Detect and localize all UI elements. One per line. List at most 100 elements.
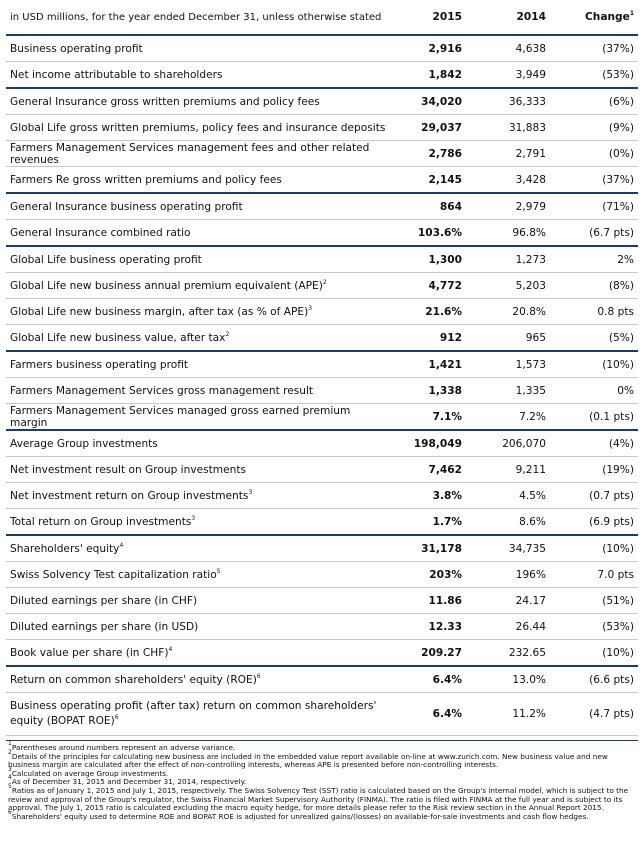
value-change: 7.0 pts [550, 561, 638, 588]
header-row: in USD millions, for the year ended Dece… [6, 0, 638, 36]
value-2014: 13.0% [466, 665, 550, 693]
value-2015: 34,020 [392, 87, 466, 115]
table-row: General Insurance combined ratio 103.6% 96… [6, 219, 638, 247]
row-label-text: Swiss Solvency Test capitalization ratio [10, 568, 217, 581]
value-2014: 20.8% [466, 298, 550, 325]
value-2014: 31,883 [466, 114, 550, 141]
table-row: Farmers Management Services management f… [6, 140, 638, 167]
row-label: Business operating profit (after tax) re… [6, 692, 392, 736]
row-label: Global Life gross written premiums, poli… [6, 114, 392, 141]
row-label: Global Life business operating profit [6, 245, 392, 273]
row-label: Farmers Management Services management f… [6, 140, 392, 167]
footnote-ref: 2 [322, 278, 327, 286]
row-label-text: Shareholders' equity [10, 542, 120, 555]
value-change: (19%) [550, 456, 638, 483]
table-body: in USD millions, for the year ended Dece… [6, 0, 638, 736]
table-row: Global Life gross written premiums, poli… [6, 114, 638, 141]
value-2014: 1,273 [466, 245, 550, 273]
value-change: (0%) [550, 140, 638, 167]
value-change: (37%) [550, 35, 638, 62]
footnote-ref: 2 [225, 330, 230, 338]
value-2015: 209.27 [392, 639, 466, 667]
value-2015: 1,300 [392, 245, 466, 273]
row-label: Global Life new business margin, after t… [6, 298, 392, 325]
footnote-ref: 4 [168, 645, 173, 653]
table-row: Net income attributable to shareholders 1… [6, 61, 638, 89]
table-row: Farmers business operating profit 1,421 1,… [6, 350, 638, 378]
value-2014: 1,573 [466, 350, 550, 378]
value-change: (51%) [550, 587, 638, 614]
value-change: (6.9 pts) [550, 508, 638, 536]
table-row: Shareholders' equity4 31,178 34,735 (10%) [6, 534, 638, 562]
row-label-text: Global Life business operating profit [10, 253, 202, 266]
row-label: General Insurance gross written premiums… [6, 87, 392, 115]
row-label: Business operating profit [6, 35, 392, 62]
value-change: (10%) [550, 350, 638, 378]
row-label-text: Return on common shareholders' equity (R… [10, 673, 257, 686]
row-label-text: Average Group investments [10, 437, 158, 450]
value-2015: 2,145 [392, 166, 466, 194]
value-2015: 912 [392, 324, 466, 352]
row-label: Farmers business operating profit [6, 350, 392, 378]
value-2014: 2,979 [466, 192, 550, 220]
value-change: 0.8 pts [550, 298, 638, 325]
footnote: 2Details of the principles for calculati… [8, 749, 638, 770]
row-label: General Insurance combined ratio [6, 219, 392, 247]
results-table: in USD millions, for the year ended Dece… [6, 0, 638, 736]
value-change: (37%) [550, 166, 638, 194]
header-label: in USD millions, for the year ended Dece… [6, 0, 392, 36]
row-label-text: Global Life new business value, after ta… [10, 331, 226, 344]
value-2014: 4.5% [466, 482, 550, 509]
footnote-number: 1 [8, 740, 12, 747]
row-label: Global Life new business value, after ta… [6, 324, 392, 352]
value-2014: 34,735 [466, 534, 550, 562]
footnote: 6Shareholders' equity used to determine … [8, 809, 638, 822]
row-label: Average Group investments [6, 429, 392, 457]
value-change: (8%) [550, 272, 638, 299]
row-label-text: Book value per share (in CHF) [10, 646, 169, 659]
value-2014: 24.17 [466, 587, 550, 614]
value-change: (10%) [550, 534, 638, 562]
value-change: (53%) [550, 613, 638, 640]
footnote-ref: 3 [308, 304, 313, 312]
footnote: 1Parentheses around numbers represent an… [8, 741, 638, 753]
footnote: 5Ratios as of January 1, 2015 and July 1… [8, 783, 638, 813]
row-label-text: Farmers Management Services management f… [10, 141, 370, 166]
value-2015: 1.7% [392, 508, 466, 536]
value-change: (4.7 pts) [550, 692, 638, 736]
header-change: Change1 [550, 0, 638, 36]
row-label: Net income attributable to shareholders [6, 61, 392, 89]
value-change: (9%) [550, 114, 638, 141]
row-label: Diluted earnings per share (in USD) [6, 613, 392, 640]
document: in USD millions, for the year ended Dece… [6, 0, 638, 821]
row-label-text: Business operating profit [10, 42, 143, 55]
footnote-text: Shareholders' equity used to determine R… [11, 811, 589, 821]
value-change: (6.6 pts) [550, 665, 638, 693]
value-2015: 21.6% [392, 298, 466, 325]
row-label-text: Farmers Management Services managed gros… [10, 404, 351, 429]
value-2015: 29,037 [392, 114, 466, 141]
footnote-number: 4 [8, 774, 12, 782]
value-2014: 9,211 [466, 456, 550, 483]
table-row: Global Life new business annual premium … [6, 272, 638, 299]
value-2015: 864 [392, 192, 466, 220]
footnote-number: 5 [8, 782, 12, 790]
row-label: Swiss Solvency Test capitalization ratio… [6, 561, 392, 588]
value-2014: 5,203 [466, 272, 550, 299]
value-2015: 7,462 [392, 456, 466, 483]
value-2014: 232.65 [466, 639, 550, 667]
value-2015: 11.86 [392, 587, 466, 614]
row-label-text: General Insurance gross written premiums… [10, 95, 320, 108]
table-row: Diluted earnings per share (in CHF) 11.86… [6, 587, 638, 614]
header-change-text: Change [585, 11, 630, 23]
table-row: Global Life new business margin, after t… [6, 298, 638, 325]
table-row: Average Group investments 198,049 206,070(… [6, 429, 638, 457]
value-2015: 1,842 [392, 61, 466, 89]
row-label-text: General Insurance combined ratio [10, 226, 191, 239]
row-label: Farmers Re gross written premiums and po… [6, 166, 392, 194]
table-row: Global Life business operating profit 1,3… [6, 245, 638, 273]
value-2015: 1,421 [392, 350, 466, 378]
value-2015: 2,916 [392, 35, 466, 62]
footnotes: 1Parentheses around numbers represent an… [6, 740, 638, 821]
table-row: Global Life new business value, after ta… [6, 324, 638, 352]
